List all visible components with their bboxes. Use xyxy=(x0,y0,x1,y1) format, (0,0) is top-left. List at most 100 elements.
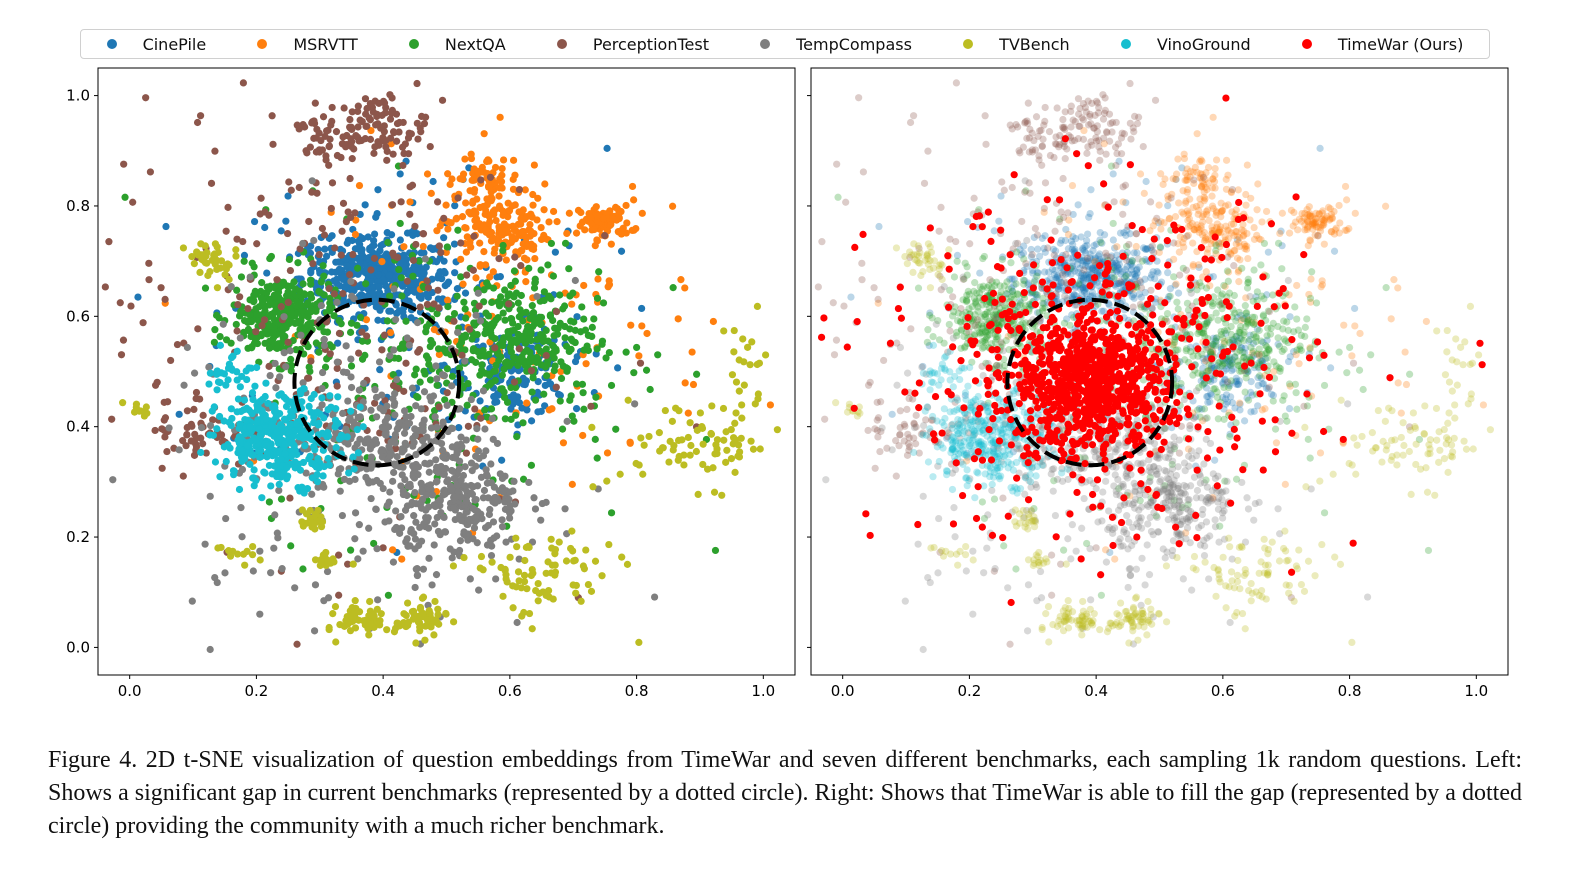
point-msrvtt xyxy=(1326,205,1334,213)
point-perceptiontest xyxy=(388,201,397,209)
point-cinepile xyxy=(1232,378,1240,386)
point-tempcompass xyxy=(409,434,417,443)
point-msrvtt xyxy=(1200,180,1208,188)
point-cinepile xyxy=(396,170,404,178)
point-tempcompass xyxy=(448,466,456,475)
point-cinepile xyxy=(1133,249,1141,257)
point-vinoground xyxy=(213,367,221,375)
point-msrvtt xyxy=(1235,233,1243,242)
point-tempcompass xyxy=(530,494,538,502)
point-vinoground xyxy=(216,341,225,349)
point-msrvtt xyxy=(1211,171,1219,179)
point-msrvtt xyxy=(630,196,638,204)
point-perceptiontest xyxy=(414,135,422,143)
point-cinepile xyxy=(1069,210,1077,219)
point-msrvtt xyxy=(1231,247,1239,255)
point-tvbench xyxy=(377,610,385,618)
point-tempcompass xyxy=(428,581,436,589)
point-cinepile xyxy=(343,262,351,270)
point-msrvtt xyxy=(1210,178,1219,186)
point-vinoground xyxy=(229,467,238,475)
point-nextqa xyxy=(565,265,573,273)
point-cinepile xyxy=(1088,266,1096,274)
point-nextqa xyxy=(622,348,630,356)
point-msrvtt xyxy=(1307,298,1315,306)
point-cinepile xyxy=(1127,259,1136,267)
point-msrvtt xyxy=(1394,284,1402,292)
point-perceptiontest xyxy=(265,362,273,370)
point-cinepile xyxy=(1178,164,1186,172)
point-msrvtt xyxy=(1182,169,1190,177)
point-msrvtt xyxy=(1161,175,1169,183)
point-cinepile xyxy=(1151,275,1159,283)
point-tvbench xyxy=(693,426,701,434)
point-msrvtt xyxy=(1255,350,1263,358)
point-msrvtt xyxy=(1246,216,1254,224)
point-cinepile xyxy=(1172,175,1180,184)
point-nextqa xyxy=(711,546,720,555)
point-tvbench xyxy=(748,338,756,346)
point-tempcompass xyxy=(278,565,286,573)
point-nextqa xyxy=(588,323,596,331)
point-cinepile xyxy=(342,282,350,290)
point-nextqa xyxy=(306,276,315,284)
point-tempcompass xyxy=(456,537,465,545)
point-nextqa xyxy=(485,371,494,379)
point-cinepile xyxy=(400,251,408,259)
point-tempcompass xyxy=(432,478,440,486)
point-cinepile xyxy=(1122,271,1130,280)
point-vinoground xyxy=(314,455,322,463)
point-msrvtt xyxy=(481,261,490,269)
point-cinepile xyxy=(334,339,342,347)
point-nextqa xyxy=(540,296,548,305)
point-cinepile xyxy=(1274,340,1282,348)
point-perceptiontest xyxy=(383,156,391,164)
point-msrvtt xyxy=(1183,207,1191,215)
point-tvbench xyxy=(325,625,333,634)
point-cinepile xyxy=(1055,275,1063,283)
point-perceptiontest xyxy=(328,117,336,125)
point-tempcompass xyxy=(424,524,433,532)
point-msrvtt xyxy=(1176,233,1184,241)
point-nextqa xyxy=(421,370,429,378)
point-vinoground xyxy=(233,368,241,376)
point-perceptiontest xyxy=(435,304,443,312)
point-nextqa xyxy=(394,354,403,363)
point-cinepile xyxy=(282,217,290,225)
point-msrvtt xyxy=(1227,229,1235,237)
point-msrvtt xyxy=(1212,211,1220,219)
point-tvbench xyxy=(449,562,458,570)
point-msrvtt xyxy=(548,405,556,413)
point-tempcompass xyxy=(455,457,464,465)
point-vinoground xyxy=(327,403,335,411)
point-msrvtt xyxy=(1172,170,1181,178)
point-tempcompass xyxy=(420,388,429,396)
point-tvbench xyxy=(739,335,747,343)
point-perceptiontest xyxy=(348,155,356,163)
point-cinepile xyxy=(1077,233,1085,241)
point-msrvtt xyxy=(462,248,470,256)
point-perceptiontest xyxy=(164,398,172,406)
point-cinepile xyxy=(1123,226,1131,234)
point-msrvtt xyxy=(528,213,536,221)
point-nextqa xyxy=(292,346,300,354)
point-perceptiontest xyxy=(375,99,383,107)
point-cinepile xyxy=(1149,268,1157,276)
point-perceptiontest xyxy=(313,189,321,197)
point-msrvtt xyxy=(579,431,587,440)
point-tempcompass xyxy=(82,464,89,471)
point-msrvtt xyxy=(1179,187,1187,195)
point-nextqa xyxy=(323,355,331,363)
point-nextqa xyxy=(454,226,462,234)
point-nextqa xyxy=(478,361,486,369)
point-perceptiontest xyxy=(120,160,128,168)
point-tempcompass xyxy=(400,429,409,437)
point-msrvtt xyxy=(1218,207,1226,215)
point-vinoground xyxy=(240,406,248,414)
point-tempcompass xyxy=(392,316,400,324)
y-tick-label: 0.6 xyxy=(66,307,90,325)
point-perceptiontest xyxy=(199,411,207,419)
point-msrvtt xyxy=(472,274,480,282)
point-msrvtt xyxy=(1119,198,1127,206)
point-tempcompass xyxy=(467,395,475,404)
